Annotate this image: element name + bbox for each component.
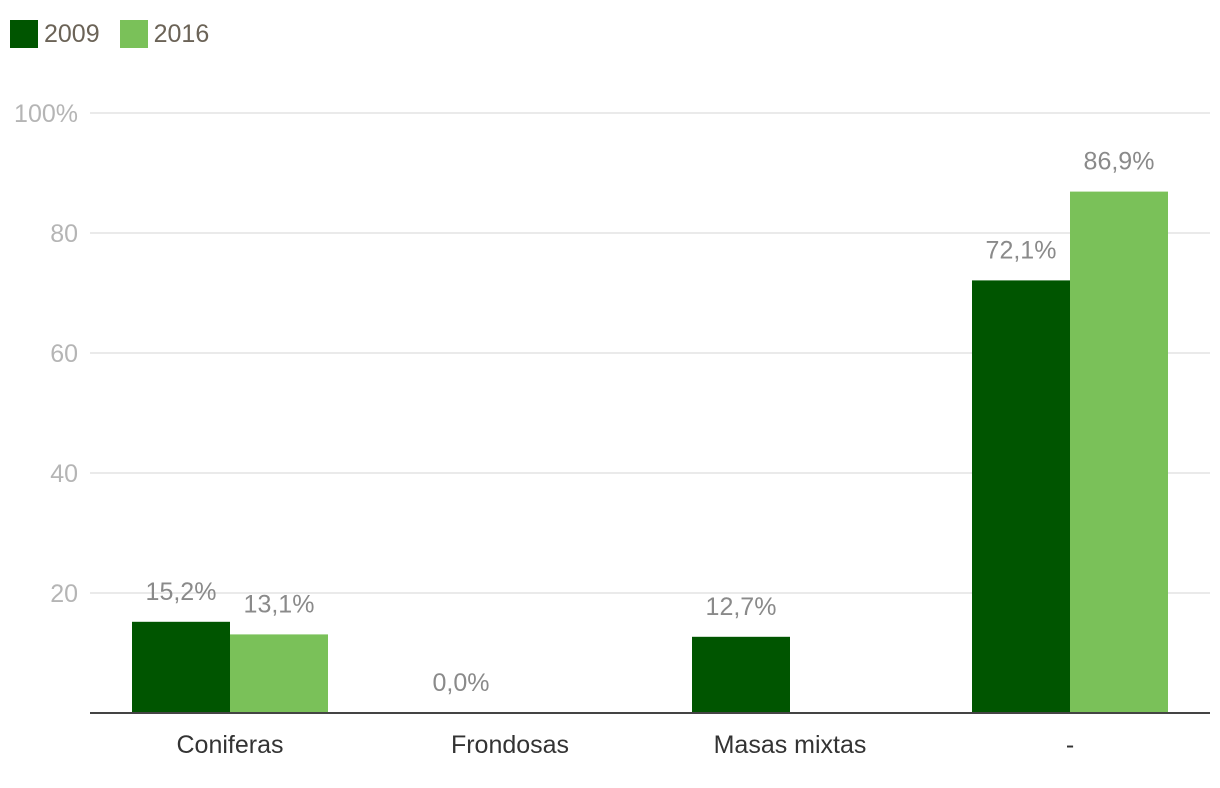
legend-item-2016[interactable]: 2016	[119, 19, 210, 49]
data-label-2016-3: 86,9%	[1084, 148, 1155, 176]
legend: 2009 2016	[10, 18, 229, 50]
data-label-2009-0: 15,2%	[146, 578, 217, 606]
y-tick-label-20: 20	[50, 580, 78, 608]
y-tick-label-100: 100%	[14, 100, 78, 128]
legend-label-2009: 2009	[44, 19, 100, 48]
data-label-2009-1: 0,0%	[433, 669, 490, 697]
x-tick-label-0: Coniferas	[177, 731, 284, 759]
bar-2009-0	[132, 621, 230, 713]
legend-label-2016: 2016	[153, 19, 210, 48]
data-label-2009-3: 72,1%	[986, 236, 1057, 264]
bar-2016-0	[230, 634, 328, 713]
legend-swatch-2016	[119, 20, 148, 48]
data-label-2009-2: 12,7%	[706, 593, 777, 621]
bar-2009-2	[692, 636, 790, 713]
bar-2009-3	[972, 280, 1070, 713]
y-tick-label-60: 60	[50, 340, 78, 368]
legend-swatch-2009	[10, 20, 38, 48]
legend-item-2009[interactable]: 2009	[10, 20, 100, 49]
x-tick-label-1: Frondosas	[451, 731, 569, 759]
data-label-2016-0: 13,1%	[244, 590, 315, 618]
x-tick-label-2: Masas mixtas	[714, 731, 867, 759]
bar-2016-3	[1070, 191, 1168, 714]
x-tick-label-3: -	[1066, 731, 1074, 759]
y-tick-label-80: 80	[50, 220, 78, 248]
y-tick-label-40: 40	[50, 460, 78, 488]
